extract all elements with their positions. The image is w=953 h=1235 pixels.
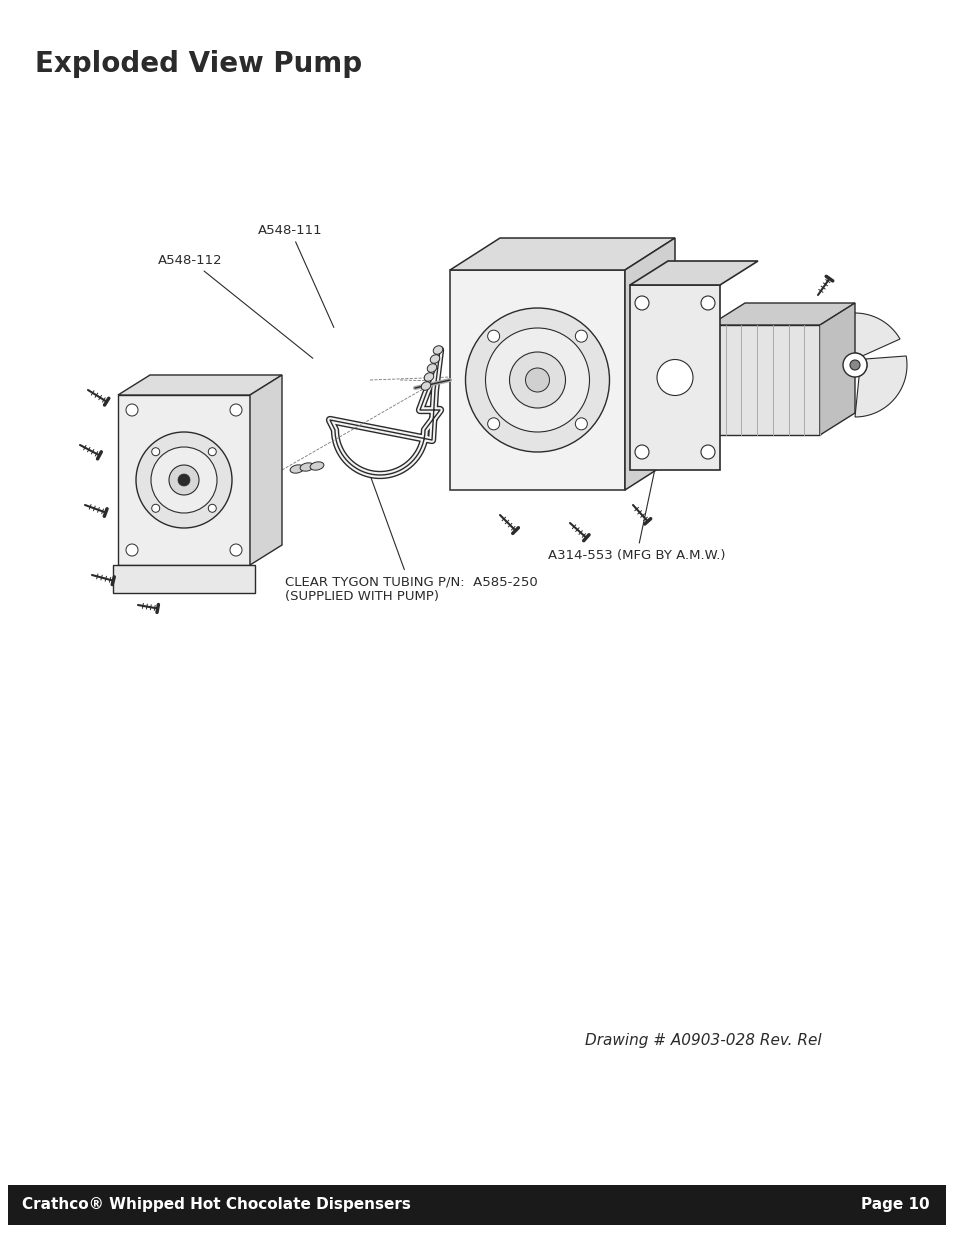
- Polygon shape: [802, 338, 854, 414]
- Ellipse shape: [208, 504, 216, 513]
- Text: Exploded View Pump: Exploded View Pump: [35, 49, 362, 78]
- Ellipse shape: [575, 417, 587, 430]
- Ellipse shape: [635, 445, 648, 459]
- Polygon shape: [450, 270, 624, 490]
- Ellipse shape: [151, 447, 216, 513]
- Ellipse shape: [700, 445, 714, 459]
- Polygon shape: [118, 375, 282, 395]
- Ellipse shape: [525, 368, 549, 391]
- Ellipse shape: [485, 329, 589, 432]
- Polygon shape: [820, 303, 854, 435]
- Polygon shape: [118, 395, 250, 564]
- Ellipse shape: [842, 353, 866, 377]
- Ellipse shape: [575, 330, 587, 342]
- Bar: [8, 1186, 945, 1225]
- Ellipse shape: [136, 432, 232, 529]
- Ellipse shape: [152, 504, 159, 513]
- Ellipse shape: [657, 359, 692, 395]
- Polygon shape: [624, 238, 675, 490]
- Text: Crathco® Whipped Hot Chocolate Dispensers: Crathco® Whipped Hot Chocolate Dispenser…: [22, 1198, 411, 1213]
- Ellipse shape: [169, 466, 199, 495]
- Ellipse shape: [230, 543, 242, 556]
- Polygon shape: [250, 375, 282, 564]
- Polygon shape: [112, 564, 254, 593]
- Ellipse shape: [290, 464, 304, 473]
- Ellipse shape: [152, 448, 159, 456]
- Ellipse shape: [509, 352, 565, 408]
- Text: A548-111: A548-111: [257, 224, 334, 327]
- Polygon shape: [629, 261, 758, 285]
- Ellipse shape: [487, 330, 499, 342]
- Ellipse shape: [230, 404, 242, 416]
- Polygon shape: [709, 303, 854, 325]
- Polygon shape: [709, 325, 820, 435]
- Text: A548-112: A548-112: [158, 253, 313, 358]
- Polygon shape: [854, 356, 906, 417]
- Polygon shape: [821, 312, 899, 359]
- Polygon shape: [450, 238, 675, 270]
- Ellipse shape: [433, 346, 442, 354]
- Ellipse shape: [465, 308, 609, 452]
- Text: A314-553 (MFG BY A.M.W.): A314-553 (MFG BY A.M.W.): [547, 448, 724, 562]
- Ellipse shape: [427, 364, 436, 372]
- Ellipse shape: [424, 373, 434, 382]
- Polygon shape: [629, 285, 720, 471]
- Text: Drawing # A0903-028 Rev. Rel: Drawing # A0903-028 Rev. Rel: [584, 1032, 821, 1047]
- Ellipse shape: [310, 462, 324, 471]
- Ellipse shape: [208, 448, 216, 456]
- Ellipse shape: [849, 359, 859, 370]
- Ellipse shape: [430, 354, 439, 363]
- Ellipse shape: [126, 404, 138, 416]
- Text: CLEAR TYGON TUBING P/N:  A585-250
(SUPPLIED WITH PUMP): CLEAR TYGON TUBING P/N: A585-250 (SUPPLI…: [285, 478, 537, 603]
- Ellipse shape: [487, 417, 499, 430]
- Ellipse shape: [178, 474, 190, 487]
- Ellipse shape: [300, 463, 314, 472]
- Ellipse shape: [126, 543, 138, 556]
- Ellipse shape: [700, 296, 714, 310]
- Ellipse shape: [421, 382, 431, 390]
- Text: Page 10: Page 10: [861, 1198, 929, 1213]
- Ellipse shape: [635, 296, 648, 310]
